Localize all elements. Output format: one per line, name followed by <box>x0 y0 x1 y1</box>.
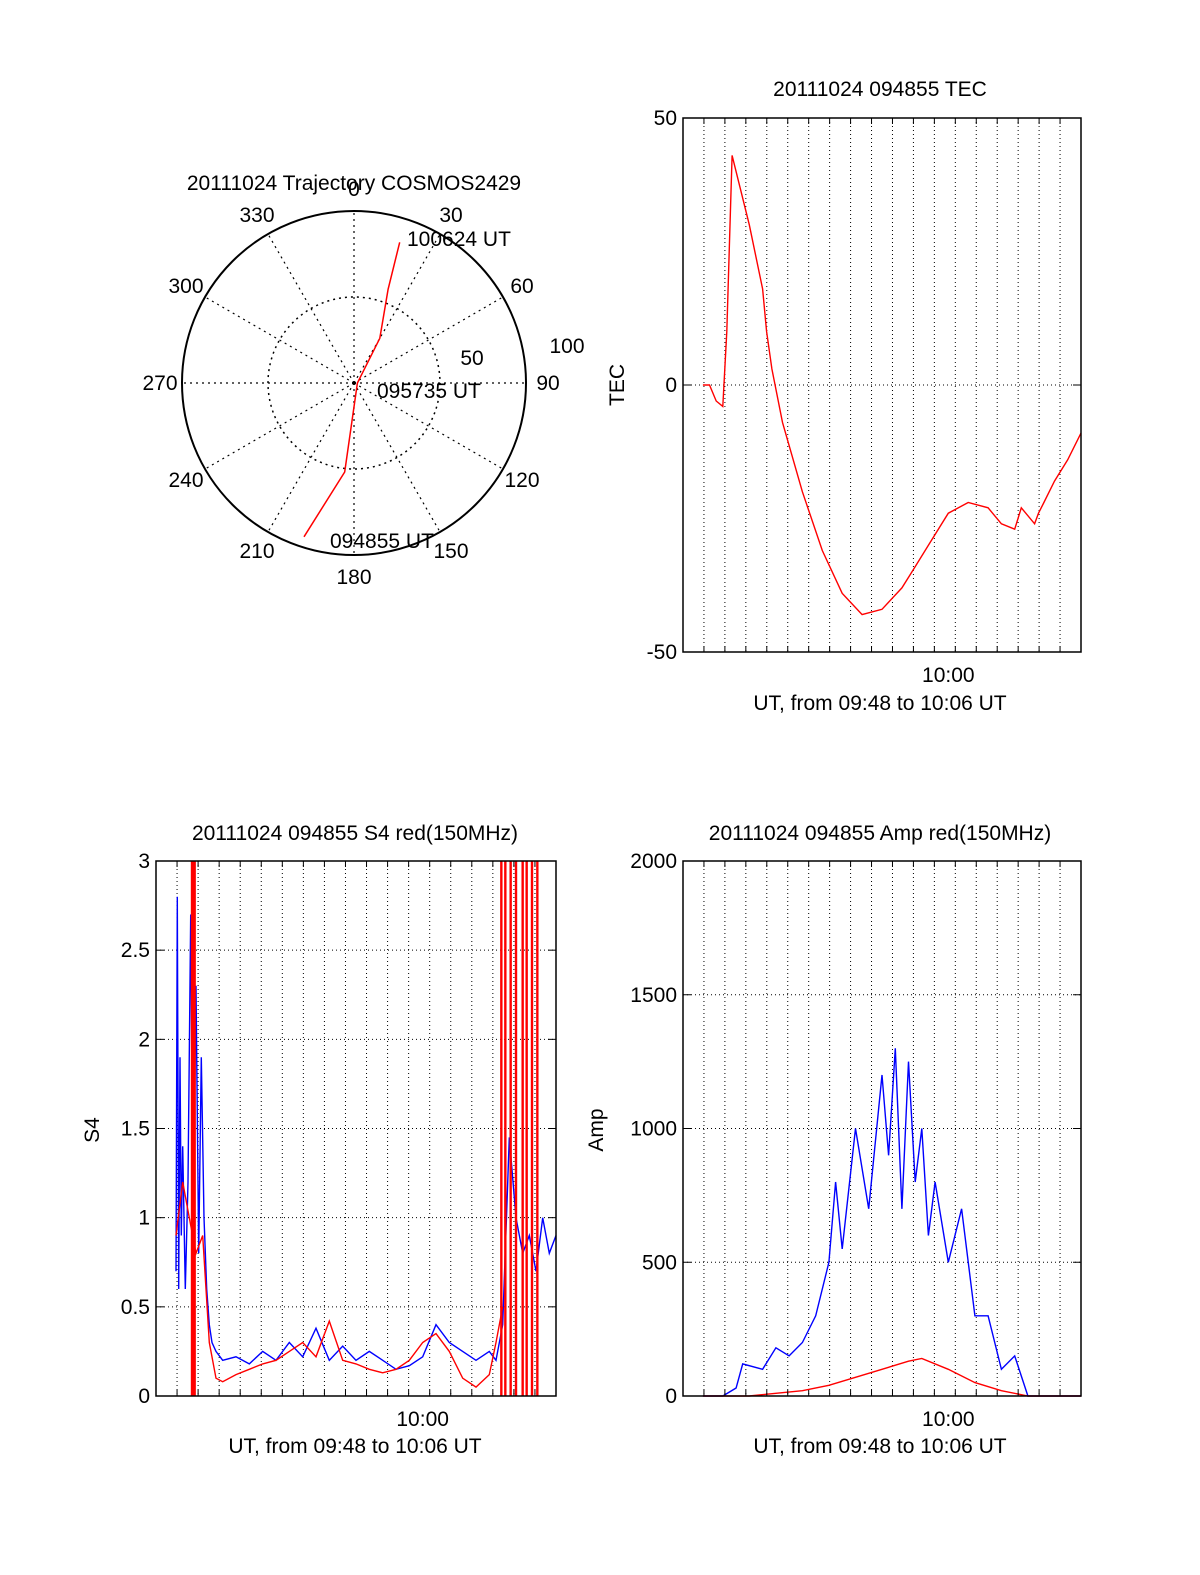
tec-y-tick-label: -50 <box>647 641 677 664</box>
track-label-mid: 095735 UT <box>377 380 481 403</box>
s4-y-tick-label: 0.5 <box>121 1296 150 1319</box>
s4-y-tick-label: 3 <box>138 850 150 873</box>
polar-angle-label-60: 60 <box>510 275 533 298</box>
amp-plot-frame <box>682 860 1082 1397</box>
polar-spoke-120 <box>353 382 504 470</box>
s4-title: 20111024 094855 S4 red(150MHz) <box>192 822 518 845</box>
polar-spoke-150 <box>353 382 441 533</box>
polar-grid <box>182 211 526 555</box>
polar-spoke-60 <box>353 296 504 384</box>
tec-series-red-line <box>702 155 1082 616</box>
polar-angle-label-120: 120 <box>504 469 539 492</box>
amp-y-tick-label: 1000 <box>630 1118 677 1141</box>
polar-spoke-330 <box>267 233 355 384</box>
trajectory-panel: 20111024 Trajectory COSMOS2429 0 30 60 90 12… <box>142 172 584 589</box>
s4-y-tick-label: 1.5 <box>121 1118 150 1141</box>
s4-y-tick-label: 0 <box>138 1385 150 1408</box>
s4-series-blue-line <box>175 896 557 1371</box>
trajectory-title: 20111024 Trajectory COSMOS2429 <box>187 172 521 195</box>
s4-x-label: UT, from 09:48 to 10:06 UT <box>228 1435 481 1458</box>
polar-track-line <box>303 242 401 538</box>
tec-x-label: UT, from 09:48 to 10:06 UT <box>753 692 1006 715</box>
tec-panel: 20111024 094855 TEC TEC UT, from 09:48 t… <box>606 78 1082 715</box>
tec-y-tick-label: 50 <box>654 107 677 130</box>
polar-angle-label-210: 210 <box>239 540 274 563</box>
polar-angle-labels: 0 30 60 90 120 150 180 210 240 270 300 330 <box>142 178 559 589</box>
amp-x-tick-label: 10:00 <box>922 1408 975 1431</box>
s4-series-red-line <box>175 1181 504 1388</box>
polar-angle-label-180: 180 <box>336 566 371 589</box>
s4-panel: 20111024 094855 S4 red(150MHz) S4 UT, fr… <box>81 822 557 1458</box>
polar-ring-50 <box>267 296 441 470</box>
polar-angle-label-300: 300 <box>168 275 203 298</box>
track-label-end: 100624 UT <box>407 228 511 251</box>
s4-x-tick-label: 10:00 <box>396 1408 449 1431</box>
amp-series-blue-line <box>702 1048 1081 1397</box>
s4-y-tick-label: 2 <box>138 1028 150 1051</box>
tec-y-label: TEC <box>606 364 629 406</box>
polar-angle-label-240: 240 <box>168 469 203 492</box>
track-label-start: 094855 UT <box>330 530 434 553</box>
tec-y-tick-label: 0 <box>665 374 677 397</box>
s4-y-tick-label: 2.5 <box>121 939 150 962</box>
s4-y-label: S4 <box>81 1117 104 1143</box>
polar-angle-label-0: 0 <box>348 178 360 201</box>
polar-spoke-240 <box>204 382 355 470</box>
polar-angle-label-270: 270 <box>142 372 177 395</box>
amp-title: 20111024 094855 Amp red(150MHz) <box>709 822 1051 845</box>
amp-y-tick-label: 2000 <box>630 850 677 873</box>
polar-radius-label-100: 100 <box>549 335 584 358</box>
polar-outer-circle <box>181 210 527 556</box>
tec-x-tick-label: 10:00 <box>922 664 975 687</box>
polar-spoke-300 <box>204 296 355 384</box>
polar-spoke-30 <box>353 233 441 384</box>
polar-angle-label-150: 150 <box>433 540 468 563</box>
polar-angle-label-30: 30 <box>439 204 462 227</box>
amp-x-label: UT, from 09:48 to 10:06 UT <box>753 1435 1006 1458</box>
tec-title: 20111024 094855 TEC <box>773 78 987 101</box>
amp-y-tick-label: 500 <box>642 1251 677 1274</box>
polar-spoke-210 <box>267 382 355 533</box>
amp-series-red-line <box>702 1357 1081 1397</box>
amp-y-tick-label: 1500 <box>630 984 677 1007</box>
s4-y-tick-label: 1 <box>138 1207 150 1230</box>
polar-angle-label-90: 90 <box>536 372 559 395</box>
amp-y-label: Amp <box>585 1108 608 1151</box>
amp-y-tick-label: 0 <box>665 1385 677 1408</box>
polar-angle-label-330: 330 <box>239 204 274 227</box>
polar-radius-label-50: 50 <box>460 347 483 370</box>
amp-panel: 20111024 094855 Amp red(150MHz) Amp UT, … <box>585 822 1082 1458</box>
